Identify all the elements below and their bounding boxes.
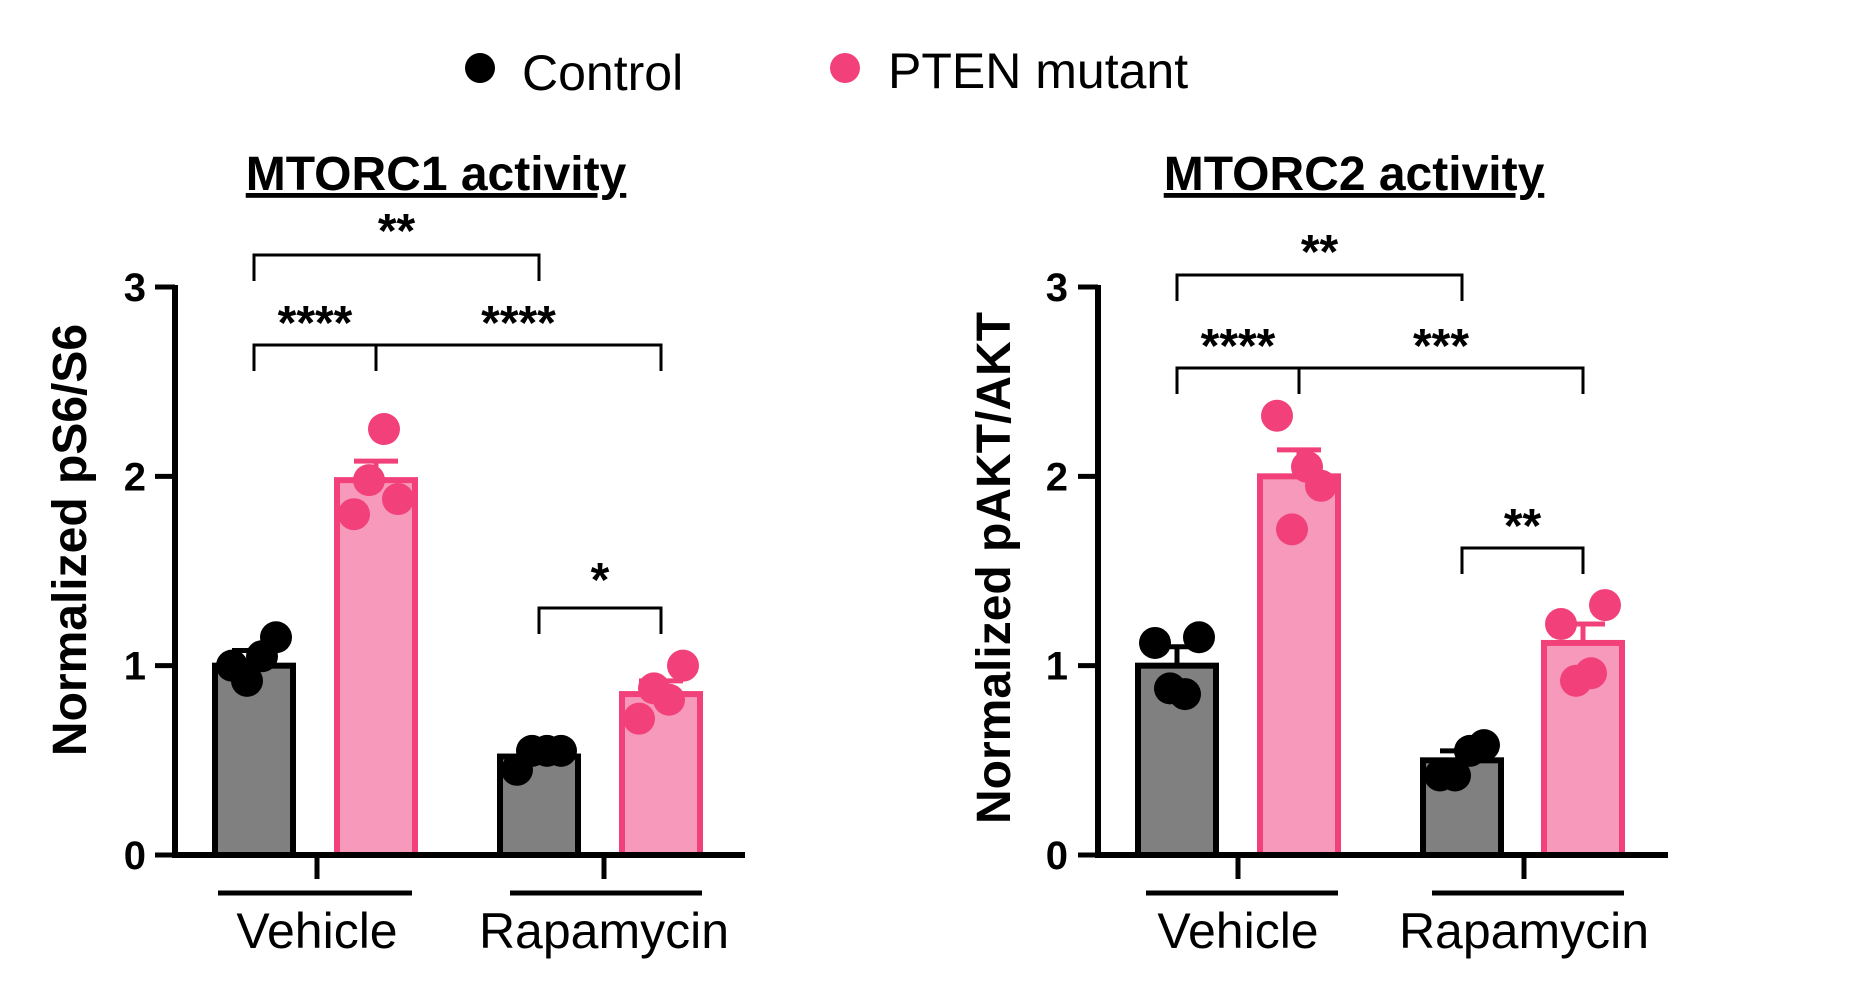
data-point [1183,621,1215,654]
y-tick-labels: 0 1 2 3 [124,266,146,878]
significance-labels: **** ** *** ** [1201,226,1542,553]
data-point [545,734,577,767]
data-point [1468,729,1500,762]
data-point [1169,678,1201,711]
significance-label: ** [1504,500,1542,553]
significance-label: ** [378,205,416,258]
legend: Control PTEN mutant [465,43,1188,101]
y-axis-label: Normalized pAKT/AKT [968,312,1021,824]
bar [334,477,418,858]
y-tick-label-2: 2 [1046,455,1068,499]
chart-title: MTORC2 activity [1164,148,1545,201]
data-point [1261,399,1293,432]
legend-control-marker [465,53,495,83]
significance-bracket [1460,546,1585,574]
significance-label: **** [1201,320,1276,373]
significance-labels: **** ** **** * [278,205,610,607]
y-tick-label-2: 2 [124,455,146,499]
y-tick-label-1: 1 [1046,645,1068,689]
group-label-vehicle: Vehicle [236,903,397,959]
data-point [1276,513,1308,546]
significance-bracket [1175,273,1464,301]
data-point [382,483,414,516]
y-tick-labels: 0 1 2 3 [1046,266,1068,878]
data-point [353,464,385,497]
legend-mutant-label: PTEN mutant [888,43,1188,99]
data-point [1575,657,1607,690]
significance-bracket [252,253,541,281]
y-axis-label: Normalized pS6/S6 [44,324,97,756]
data-point [368,413,400,445]
significance-bracket [537,606,663,634]
group-label-vehicle: Vehicle [1157,903,1318,959]
data-point [1139,626,1171,659]
chart-panel-mtorc2: MTORC2 activity Normalized pAKT/AKT Vehi… [968,148,1668,959]
data-point [1305,469,1337,502]
chart-marks [155,253,745,896]
y-tick-label-3: 3 [1046,266,1068,310]
y-tick-label-1: 1 [124,645,146,689]
data-point [623,702,655,735]
data-point [231,664,263,697]
data-point [338,498,370,531]
chart-panel-mtorc1: MTORC1 activity Normalized pS6/S6 Vehicl… [44,148,745,959]
significance-label: *** [1413,320,1469,373]
legend-mutant-marker [830,53,860,83]
significance-bracket [374,343,663,371]
significance-bracket [1297,366,1585,394]
chart-title: MTORC1 activity [246,148,627,201]
group-label-rapamycin: Rapamycin [1399,903,1649,959]
group-label-rapamycin: Rapamycin [479,903,729,959]
significance-label: ** [1301,226,1339,279]
legend-control-label: Control [522,45,683,101]
data-point [653,683,685,716]
y-tick-label-3: 3 [124,266,146,310]
data-point [1589,589,1621,622]
data-point [667,649,699,682]
data-point [1545,608,1577,641]
data-point [1439,759,1471,792]
significance-label: **** [278,297,353,350]
significance-label: * [591,554,610,607]
y-tick-label-0: 0 [124,834,146,878]
data-point [260,621,292,654]
chart-marks [1078,273,1668,896]
significance-label: **** [481,297,556,350]
y-tick-label-0: 0 [1046,834,1068,878]
